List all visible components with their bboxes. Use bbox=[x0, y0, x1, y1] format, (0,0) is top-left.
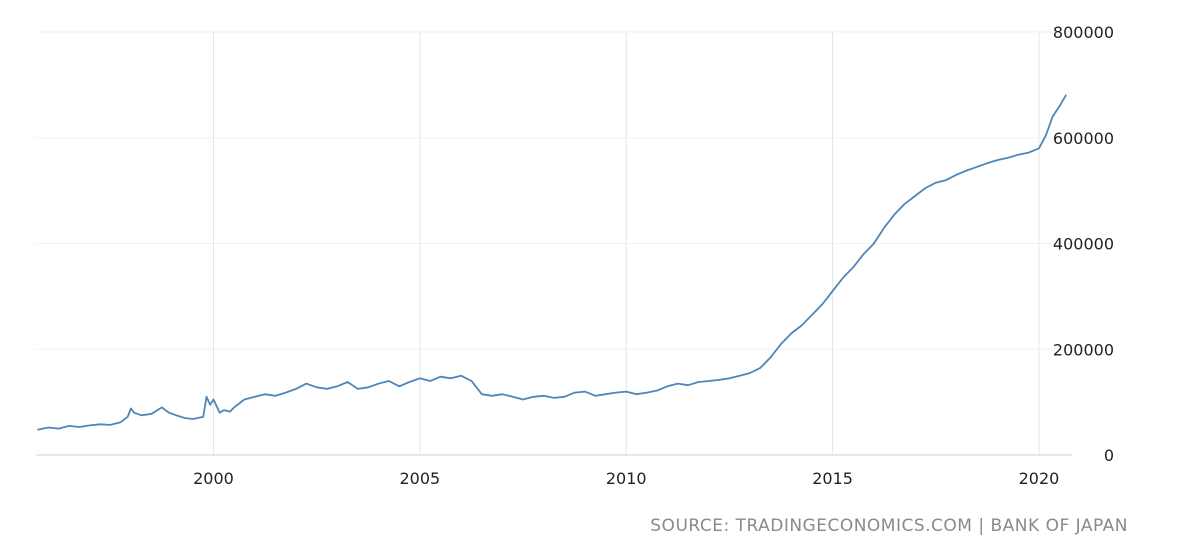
source-attribution: SOURCE: TRADINGECONOMICS.COM | BANK OF J… bbox=[650, 516, 1128, 536]
x-tick-label: 2000 bbox=[193, 469, 234, 488]
y-tick-label: 0 bbox=[1104, 446, 1114, 465]
x-tick-label: 2015 bbox=[812, 469, 853, 488]
data-series-line bbox=[37, 94, 1067, 431]
y-tick-label: 400000 bbox=[1053, 235, 1114, 254]
y-axis-tick-labels: 0 200000 400000 600000 800000 bbox=[1053, 23, 1114, 465]
y-tick-label: 600000 bbox=[1053, 129, 1114, 148]
x-tick-label: 2005 bbox=[399, 469, 440, 488]
y-tick-label: 200000 bbox=[1053, 340, 1114, 359]
x-tick-label: 2020 bbox=[1019, 469, 1060, 488]
x-tick-label: 2010 bbox=[606, 469, 647, 488]
vertical-gridlines bbox=[212, 32, 1040, 455]
y-tick-label: 800000 bbox=[1053, 23, 1114, 42]
x-axis-tick-labels: 2000 2005 2010 2015 2020 bbox=[193, 469, 1059, 488]
horizontal-gridlines bbox=[36, 31, 1072, 350]
